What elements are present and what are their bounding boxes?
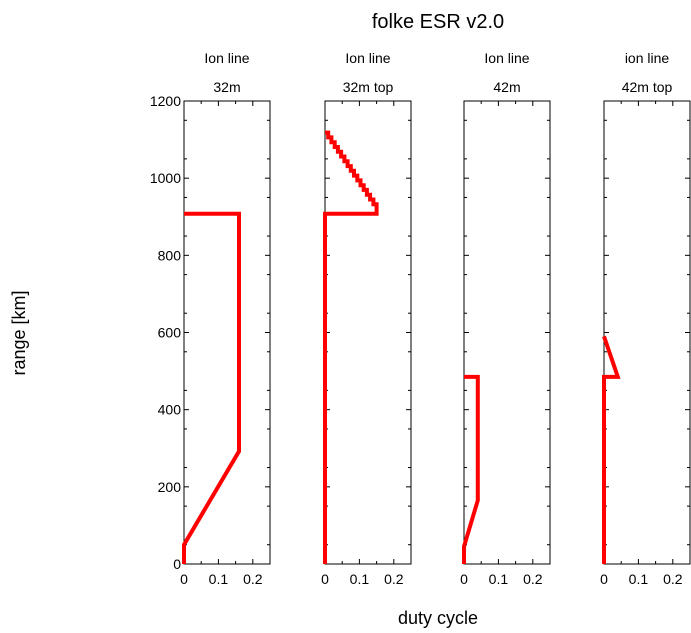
x-tick-label: 0.1 <box>489 571 509 587</box>
panel-frame <box>324 100 412 565</box>
panel-4: ion line 42m top 0 0.1 0.2 <box>600 50 691 587</box>
panel-title-line1: ion line <box>625 50 670 66</box>
y-tick-label: 800 <box>158 247 182 263</box>
y-axis-label: range [km] <box>9 290 29 375</box>
y-tick-label: 1200 <box>150 93 181 109</box>
x-tick-label: 0 <box>600 571 608 587</box>
panel-title-line2: 32m top <box>343 79 394 95</box>
x-tick-label: 0.2 <box>384 571 404 587</box>
series-line <box>182 211 241 564</box>
panel-2: Ion line 32m top 0 0.1 0.2 <box>321 50 412 587</box>
panel-title-line2: 42m top <box>622 79 673 95</box>
x-tick-label: 0 <box>460 571 468 587</box>
series-line <box>462 374 480 564</box>
x-axis-label: duty cycle <box>398 608 478 628</box>
x-tick-label: 0 <box>180 571 188 587</box>
panel-title-line1: Ion line <box>345 50 390 66</box>
x-tick-label: 0.2 <box>243 571 263 587</box>
y-tick-label: 200 <box>158 479 182 495</box>
panel-frame <box>183 100 271 565</box>
x-tick-label: 0.1 <box>350 571 370 587</box>
series-line <box>323 130 379 564</box>
y-tick-label: 600 <box>158 325 182 341</box>
panel-1: Ion line 32m 0 200 400 600 800 1000 1200 0 0.1 0.2 <box>150 50 271 587</box>
x-tick-label: 0.2 <box>663 571 683 587</box>
x-tick-label: 0.1 <box>209 571 229 587</box>
panel-frame <box>603 100 691 565</box>
x-tick-label: 0 <box>321 571 329 587</box>
x-tick-label: 0.1 <box>629 571 649 587</box>
y-tick-label: 0 <box>173 556 181 572</box>
panel-title-line2: 42m <box>493 79 520 95</box>
y-tick-label: 1000 <box>150 170 181 186</box>
x-tick-label: 0.2 <box>523 571 543 587</box>
panel-title-line2: 32m <box>213 79 240 95</box>
panel-title-line1: Ion line <box>204 50 249 66</box>
series-line <box>602 335 621 564</box>
panel-title-line1: Ion line <box>484 50 529 66</box>
panel-3: Ion line 42m 0 0.1 0.2 <box>460 50 551 587</box>
figure-title: folke ESR v2.0 <box>372 11 504 33</box>
y-tick-label: 400 <box>158 402 182 418</box>
